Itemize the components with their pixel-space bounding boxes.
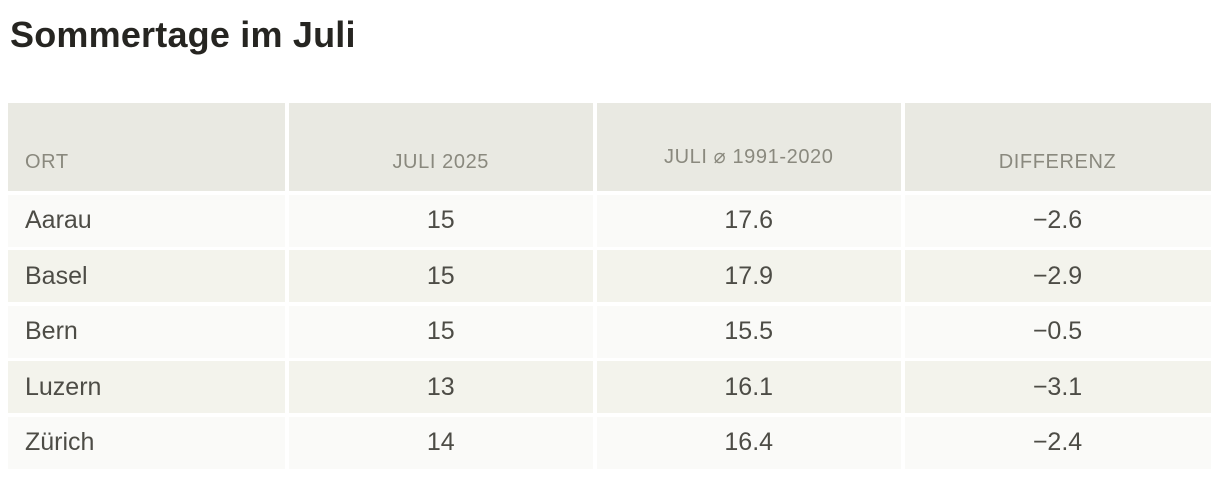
cell-avg19912020: 16.1 — [596, 361, 901, 413]
cell-juli2025: 15 — [288, 194, 593, 247]
cell-ort: Bern — [8, 305, 285, 358]
page: Sommertage im Juli ORT JULI 2025 JULI ⌀ 19… — [0, 13, 1220, 482]
cell-avg19912020: 16.4 — [596, 416, 901, 469]
cell-ort: Luzern — [8, 361, 285, 413]
cell-ort: Aarau — [8, 194, 285, 247]
page-title: Sommertage im Juli — [10, 14, 356, 55]
column-header-avg19912020: JULI ⌀ 1991-2020 — [596, 103, 901, 191]
cell-ort: Basel — [8, 250, 285, 302]
column-header-ort: ORT — [8, 103, 285, 191]
cell-ort: Zürich — [8, 416, 285, 469]
cell-differenz: −2.6 — [904, 194, 1211, 247]
cell-avg19912020: 15.5 — [596, 305, 901, 358]
cell-juli2025: 15 — [288, 250, 593, 302]
cell-differenz: −0.5 — [904, 305, 1211, 358]
cell-differenz: −2.4 — [904, 416, 1211, 469]
column-header-juli2025: JULI 2025 — [288, 103, 593, 191]
cell-avg19912020: 17.6 — [596, 194, 901, 247]
cell-juli2025: 14 — [288, 416, 593, 469]
column-header-differenz: DIFFERENZ — [904, 103, 1211, 191]
cell-differenz: −3.1 — [904, 361, 1211, 413]
cell-juli2025: 15 — [288, 305, 593, 358]
cell-juli2025: 13 — [288, 361, 593, 413]
cell-avg19912020: 17.9 — [596, 250, 901, 302]
cell-differenz: −2.9 — [904, 250, 1211, 302]
summer-days-table: ORT JULI 2025 JULI ⌀ 1991-2020 DIFFERENZ Aar… — [8, 103, 1211, 469]
